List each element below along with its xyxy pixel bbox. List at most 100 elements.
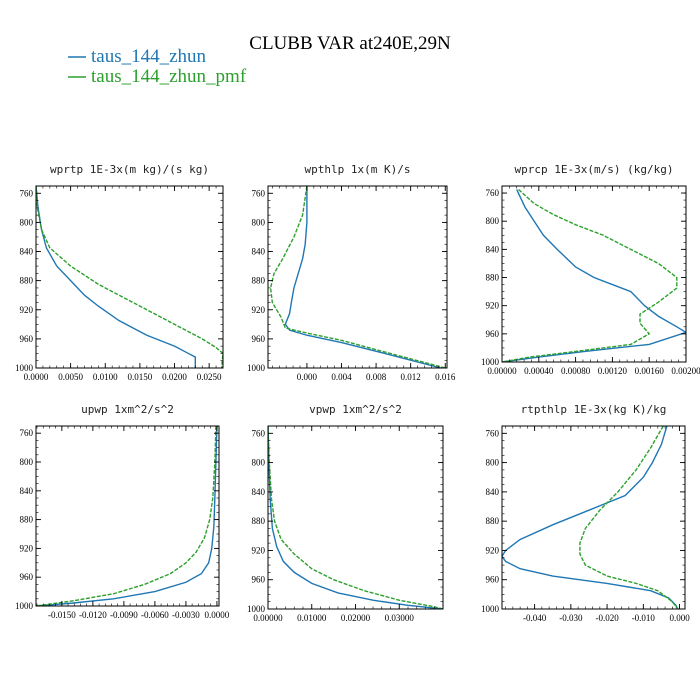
series-line-2 bbox=[579, 426, 679, 609]
x-tick-label: 0.00120 bbox=[598, 366, 628, 376]
x-tick-label: 0.0000 bbox=[24, 372, 49, 382]
x-tick-label: -0.0090 bbox=[110, 610, 138, 620]
y-tick-label: 880 bbox=[486, 273, 500, 283]
x-tick-label: 0.0100 bbox=[93, 372, 118, 382]
y-tick-label: 920 bbox=[252, 545, 266, 555]
x-tick-label: -0.0120 bbox=[79, 610, 107, 620]
y-tick-label: 840 bbox=[252, 487, 266, 497]
series-line-2 bbox=[502, 188, 678, 362]
y-tick-label: 960 bbox=[252, 575, 266, 585]
panel-title: vpwp 1xm^2/s^2 bbox=[309, 403, 402, 416]
series-line-1 bbox=[502, 426, 679, 609]
x-tick-label: 0.0150 bbox=[128, 372, 153, 382]
y-tick-label: 1000 bbox=[247, 363, 266, 373]
x-tick-label: -0.010 bbox=[632, 613, 656, 623]
panel-title: wprtp 1E-3x(m kg)/(s kg) bbox=[50, 163, 209, 176]
x-tick-label: -0.0060 bbox=[141, 610, 169, 620]
figure-title: CLUBB VAR at240E,29N bbox=[249, 33, 451, 54]
series-line-2 bbox=[268, 426, 443, 609]
y-tick-label: 880 bbox=[486, 516, 500, 526]
y-tick-label: 880 bbox=[20, 515, 34, 525]
x-tick-label: -0.0150 bbox=[48, 610, 76, 620]
x-tick-label: 0.03000 bbox=[385, 613, 415, 623]
panel-2: wpthlp 1x(m K)/s 760 800 840 880 920 960 1000 0.… bbox=[247, 163, 456, 382]
x-tick-label: 0.008 bbox=[366, 372, 387, 382]
y-tick-label: 1000 bbox=[247, 604, 266, 614]
panel-6: rtpthlp 1E-3x(kg K)/kg 760 800 840 880 920 960… bbox=[481, 403, 690, 623]
y-tick-label: 760 bbox=[20, 188, 34, 198]
series-line-1 bbox=[268, 426, 443, 609]
y-tick-label: 760 bbox=[486, 428, 500, 438]
y-tick-label: 840 bbox=[252, 247, 266, 257]
y-tick-label: 800 bbox=[20, 457, 34, 467]
x-tick-label: -0.0030 bbox=[172, 610, 200, 620]
y-tick-label: 760 bbox=[252, 188, 266, 198]
x-tick-label: 0.0000 bbox=[205, 610, 230, 620]
panel-title: wpthlp 1x(m K)/s bbox=[305, 163, 411, 176]
y-tick-label: 920 bbox=[252, 305, 266, 315]
x-tick-label: 0.00000 bbox=[253, 613, 283, 623]
series-line-1 bbox=[36, 426, 218, 606]
y-tick-label: 1000 bbox=[15, 363, 34, 373]
series-line-2 bbox=[36, 186, 223, 368]
y-tick-label: 760 bbox=[20, 428, 34, 438]
x-tick-label: 0.0250 bbox=[197, 372, 222, 382]
x-tick-label: 0.02000 bbox=[341, 613, 371, 623]
y-tick-label: 840 bbox=[20, 247, 34, 257]
panel-5: vpwp 1xm^2/s^2 760 800 840 880 920 960 10000.00… bbox=[247, 403, 444, 623]
y-tick-label: 1000 bbox=[15, 601, 34, 611]
x-tick-label: 0.000 bbox=[297, 372, 318, 382]
y-tick-label: 920 bbox=[486, 301, 500, 311]
legend-entry: taus_144_zhun bbox=[91, 46, 207, 67]
x-tick-label: -0.030 bbox=[559, 613, 583, 623]
plot-frame bbox=[501, 185, 687, 363]
y-tick-label: 960 bbox=[252, 334, 266, 344]
y-tick-label: 1000 bbox=[481, 604, 500, 614]
y-tick-label: 920 bbox=[486, 545, 500, 555]
panel-1: wprtp 1E-3x(m kg)/(s kg) 760 800 840 880 920 9… bbox=[15, 163, 224, 382]
x-tick-label: 0.012 bbox=[401, 372, 421, 382]
x-tick-label: 0.01000 bbox=[297, 613, 327, 623]
x-tick-label: 0.004 bbox=[331, 372, 352, 382]
y-tick-label: 800 bbox=[486, 458, 500, 468]
panel-title: wprcp 1E-3x(m/s) (kg/kg) bbox=[515, 163, 674, 176]
y-tick-label: 800 bbox=[20, 217, 34, 227]
plot-frame bbox=[35, 185, 224, 369]
x-tick-label: -0.040 bbox=[523, 613, 547, 623]
y-tick-label: 960 bbox=[20, 334, 34, 344]
y-tick-label: 800 bbox=[486, 216, 500, 226]
plot-frame bbox=[501, 425, 686, 610]
x-tick-label: 0.00200 bbox=[671, 366, 700, 376]
y-tick-label: 960 bbox=[486, 329, 500, 339]
y-tick-label: 920 bbox=[20, 543, 34, 553]
series-line-1 bbox=[284, 186, 442, 368]
y-tick-label: 880 bbox=[252, 276, 266, 286]
panel-title: rtpthlp 1E-3x(kg K)/kg bbox=[521, 403, 667, 416]
x-tick-label: 0.00040 bbox=[524, 366, 554, 376]
series-line-2 bbox=[36, 426, 217, 606]
y-tick-label: 840 bbox=[486, 487, 500, 497]
y-tick-label: 760 bbox=[252, 428, 266, 438]
y-tick-label: 960 bbox=[486, 575, 500, 585]
series-line-2 bbox=[269, 186, 446, 368]
panels: wprtp 1E-3x(m kg)/(s kg) 760 800 840 880 920 9… bbox=[15, 163, 700, 623]
x-tick-label: -0.020 bbox=[595, 613, 619, 623]
y-tick-label: 960 bbox=[20, 572, 34, 582]
x-tick-label: 0.0200 bbox=[162, 372, 187, 382]
y-tick-label: 920 bbox=[20, 305, 34, 315]
x-tick-label: 0.016 bbox=[435, 372, 456, 382]
y-tick-label: 840 bbox=[486, 244, 500, 254]
y-tick-label: 760 bbox=[486, 188, 500, 198]
plot-frame bbox=[267, 185, 448, 369]
series-line-1 bbox=[36, 186, 197, 368]
y-tick-label: 880 bbox=[252, 516, 266, 526]
series-line-1 bbox=[502, 189, 686, 362]
x-tick-label: 0.00160 bbox=[635, 366, 665, 376]
plot-frame bbox=[267, 425, 444, 610]
panel-4: upwp 1xm^2/s^2 760 800 840 880 920 960 1000 -0.0… bbox=[15, 403, 230, 620]
y-tick-label: 800 bbox=[252, 458, 266, 468]
x-tick-label: 0.00080 bbox=[561, 366, 591, 376]
y-tick-label: 840 bbox=[20, 486, 34, 496]
